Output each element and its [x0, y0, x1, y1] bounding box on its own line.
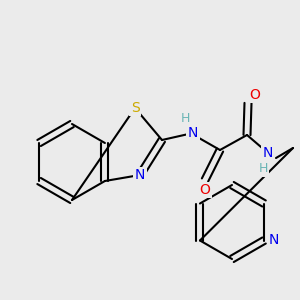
- Text: N: N: [263, 146, 273, 160]
- Text: O: O: [200, 183, 210, 197]
- Text: N: N: [135, 168, 145, 182]
- Text: O: O: [250, 88, 260, 102]
- Text: H: H: [258, 163, 268, 176]
- Text: H: H: [180, 112, 190, 125]
- Text: N: N: [269, 233, 279, 248]
- Text: N: N: [188, 126, 198, 140]
- Text: S: S: [130, 101, 140, 115]
